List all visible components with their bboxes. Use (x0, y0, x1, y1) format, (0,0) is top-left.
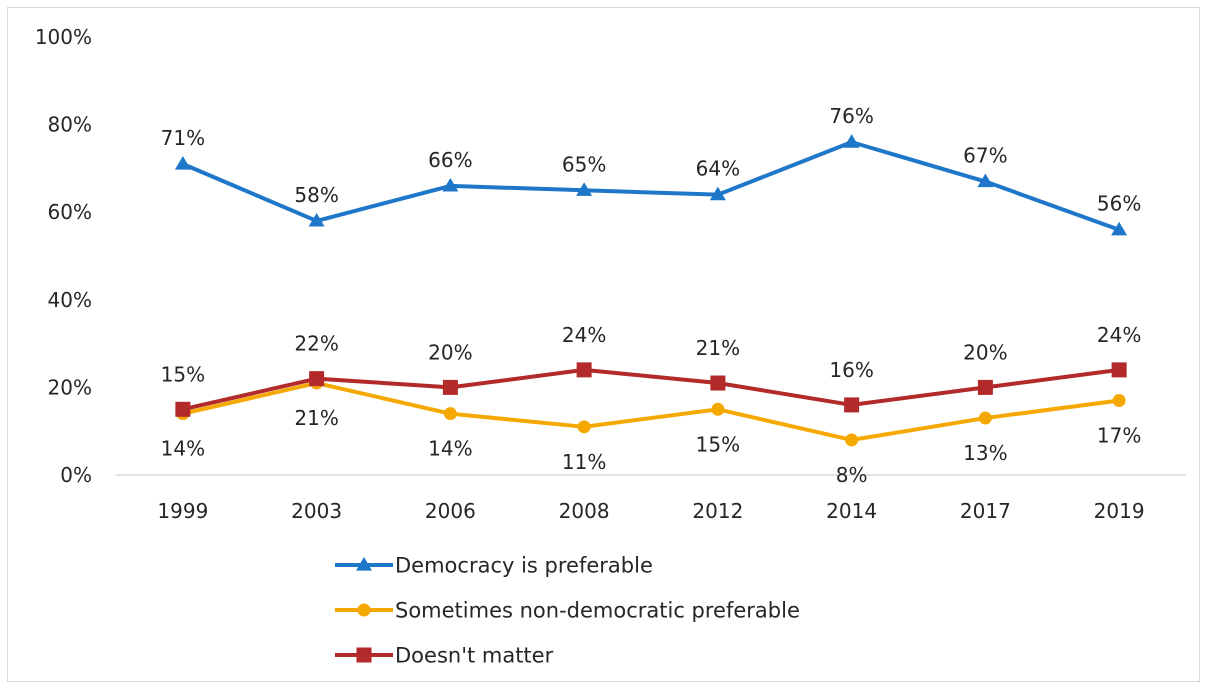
data-point-triangle (977, 173, 994, 188)
series-line (180, 140, 1122, 232)
y-tick-label: 0% (60, 463, 92, 487)
legend-label: Doesn't matter (395, 644, 554, 668)
x-tick-label: 2006 (425, 499, 476, 523)
series-line (180, 367, 1122, 412)
data-label: 24% (562, 323, 606, 347)
data-label: 16% (829, 358, 873, 382)
series-lines (180, 140, 1122, 442)
x-tick-label: 2014 (826, 499, 877, 523)
data-label: 66% (428, 148, 472, 172)
data-label: 15% (696, 432, 740, 456)
data-label: 13% (963, 441, 1007, 465)
data-label: 64% (696, 157, 740, 181)
legend: Democracy is preferable Sometimes non-dem… (335, 554, 800, 668)
chart-frame (7, 7, 1200, 682)
data-label: 8% (836, 463, 868, 487)
data-label: 76% (829, 104, 873, 128)
y-axis-ticks: 0% 20% 40% 60% 80% 100% (35, 25, 92, 487)
series-markers (174, 134, 1128, 447)
data-label: 20% (963, 340, 1007, 364)
data-label: 71% (161, 126, 205, 150)
data-label: 14% (161, 437, 205, 461)
x-axis-ticks: 1999 2003 2006 2008 2012 2014 2017 2019 (157, 499, 1144, 523)
data-label: 67% (963, 144, 1007, 168)
data-point-square (442, 379, 458, 395)
legend-item: Democracy is preferable (335, 554, 653, 578)
data-point-triangle (709, 186, 726, 201)
data-label: 56% (1097, 192, 1141, 216)
legend-item: Doesn't matter (335, 644, 554, 668)
data-label: 17% (1097, 424, 1141, 448)
data-point-square (977, 379, 993, 395)
data-point-circle (443, 407, 457, 421)
y-tick-label: 100% (35, 25, 92, 49)
x-tick-label: 2003 (291, 499, 342, 523)
data-point-square (1111, 362, 1127, 378)
data-point-triangle (1111, 221, 1128, 236)
data-label: 14% (428, 437, 472, 461)
x-tick-label: 1999 (157, 499, 208, 523)
data-label: 22% (294, 332, 338, 356)
legend-marker-triangle (356, 557, 372, 571)
data-point-triangle (174, 156, 191, 170)
data-label: 15% (161, 362, 205, 386)
x-tick-label: 2019 (1094, 499, 1145, 523)
data-point-triangle (308, 212, 325, 227)
data-label: 20% (428, 340, 472, 364)
x-tick-label: 2008 (559, 499, 610, 523)
y-tick-label: 20% (48, 375, 92, 399)
data-point-square (576, 362, 592, 378)
y-tick-label: 80% (48, 113, 92, 137)
data-point-circle (711, 402, 725, 416)
data-point-circle (845, 433, 859, 447)
data-point-circle (978, 411, 992, 425)
legend-marker-square (356, 647, 372, 663)
x-tick-label: 2012 (692, 499, 743, 523)
data-point-circle (577, 420, 591, 434)
data-label: 11% (562, 450, 606, 474)
legend-label: Democracy is preferable (395, 554, 653, 578)
data-point-triangle (576, 182, 593, 196)
data-label: 65% (562, 152, 606, 176)
legend-marker-circle (357, 603, 371, 617)
data-label: 24% (1097, 323, 1141, 347)
data-point-square (175, 401, 191, 417)
legend-label: Sometimes non-democratic preferable (395, 599, 800, 623)
data-point-square (309, 371, 325, 387)
x-tick-label: 2017 (960, 499, 1011, 523)
series-line (180, 381, 1122, 442)
y-tick-label: 40% (48, 288, 92, 312)
data-label: 21% (696, 336, 740, 360)
data-point-circle (1112, 394, 1126, 408)
data-point-triangle (442, 177, 459, 192)
data-label: 58% (294, 183, 338, 207)
legend-item: Sometimes non-democratic preferable (335, 599, 800, 623)
data-point-square (844, 397, 860, 413)
data-label: 21% (294, 406, 338, 430)
y-tick-label: 60% (48, 200, 92, 224)
data-point-square (710, 375, 726, 391)
data-labels: 71% 58% 66% 65% 64% 76% 67% 56% 14% 21% 14% 11% 15% 8… (161, 104, 1142, 487)
data-point-triangle (843, 134, 860, 148)
